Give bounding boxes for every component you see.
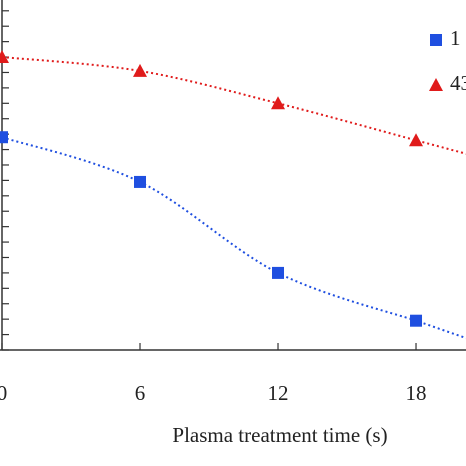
x-tick-label: 0 — [0, 381, 7, 405]
marker — [271, 96, 286, 110]
x-tick-label: 6 — [135, 381, 146, 405]
marker — [410, 314, 423, 327]
legend-label: 43 — [450, 71, 466, 95]
x-tick-label: 12 — [268, 381, 289, 405]
x-axis-label: Plasma treatment time (s) — [172, 423, 387, 447]
trend-line — [1, 136, 466, 340]
legend-marker — [430, 34, 442, 46]
marker — [272, 266, 285, 279]
trend-line — [1, 56, 466, 155]
marker — [409, 133, 424, 147]
x-tick-label: 18 — [406, 381, 427, 405]
legend-marker — [429, 78, 443, 91]
marker — [134, 175, 147, 188]
marker — [133, 63, 148, 77]
legend-label: 1 — [450, 26, 461, 50]
marker — [0, 50, 9, 64]
marker — [0, 131, 8, 144]
